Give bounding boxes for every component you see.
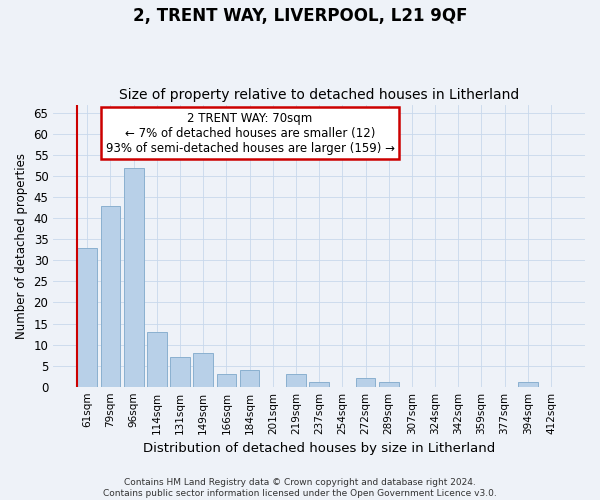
Bar — [77, 248, 97, 386]
Y-axis label: Number of detached properties: Number of detached properties — [15, 152, 28, 338]
Bar — [286, 374, 306, 386]
Bar — [193, 353, 213, 386]
Bar — [147, 332, 167, 386]
Bar — [518, 382, 538, 386]
Bar — [309, 382, 329, 386]
Bar — [240, 370, 259, 386]
X-axis label: Distribution of detached houses by size in Litherland: Distribution of detached houses by size … — [143, 442, 495, 455]
Bar — [124, 168, 143, 386]
Text: Contains HM Land Registry data © Crown copyright and database right 2024.
Contai: Contains HM Land Registry data © Crown c… — [103, 478, 497, 498]
Bar — [217, 374, 236, 386]
Title: Size of property relative to detached houses in Litherland: Size of property relative to detached ho… — [119, 88, 519, 102]
Bar — [379, 382, 398, 386]
Bar — [101, 206, 121, 386]
Text: 2, TRENT WAY, LIVERPOOL, L21 9QF: 2, TRENT WAY, LIVERPOOL, L21 9QF — [133, 8, 467, 26]
Text: 2 TRENT WAY: 70sqm
← 7% of detached houses are smaller (12)
93% of semi-detached: 2 TRENT WAY: 70sqm ← 7% of detached hous… — [106, 112, 395, 154]
Bar — [170, 357, 190, 386]
Bar — [356, 378, 376, 386]
